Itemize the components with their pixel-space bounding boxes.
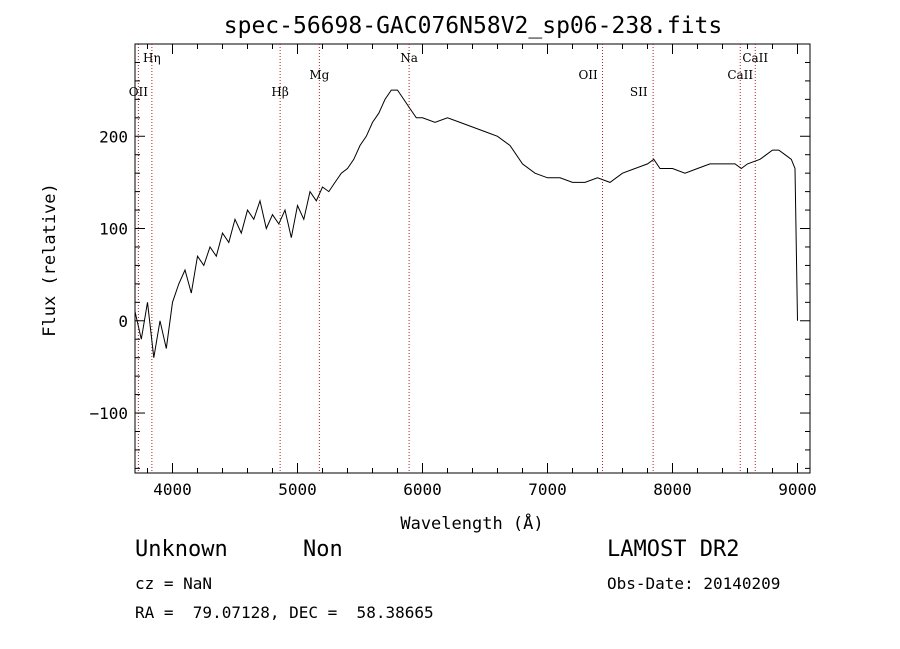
obs-date: Obs-Date: 20140209 <box>607 574 781 593</box>
x-tick-label: 5000 <box>278 480 317 499</box>
y-tick-label: −100 <box>89 404 128 423</box>
y-tick-label: 200 <box>99 127 128 146</box>
y-tick-label: 100 <box>99 220 128 239</box>
line-annotation-label: OII <box>578 68 598 82</box>
line-annotation-label: Hη <box>143 51 161 65</box>
coordinates: RA = 79.07128, DEC = 58.38665 <box>135 603 434 622</box>
spectrum-line <box>134 89 798 358</box>
line-annotation-label: Hβ <box>271 85 288 99</box>
line-annotation-label: SII <box>630 85 648 99</box>
plot-area: 4000 5000 6000 7000 8000 9000 −100 0 100 200 Hη OII… <box>89 43 817 499</box>
y-tick-label: 0 <box>118 312 128 331</box>
object-class: Unknown <box>135 537 228 562</box>
x-axis-label: Wavelength (Å) <box>400 512 543 534</box>
x-tick-label: 9000 <box>778 480 817 499</box>
x-tick-label: 4000 <box>153 480 192 499</box>
plot-frame <box>134 43 811 474</box>
y-axis-label: Flux (relative) <box>40 183 60 337</box>
chart-title: spec-56698-GAC076N58V2_sp06-238.fits <box>224 13 723 39</box>
line-annotation-label: CaII <box>742 51 768 65</box>
x-tick-label: 7000 <box>528 480 567 499</box>
line-annotation-label: OII <box>129 85 149 99</box>
survey-name: LAMOST DR2 <box>607 537 740 562</box>
redshift-readout: cz = NaN <box>135 574 213 593</box>
object-subclass: Non <box>303 537 343 562</box>
line-annotation-label: Mg <box>309 68 329 82</box>
line-annotation-label: CaII <box>727 68 753 82</box>
x-tick-label: 6000 <box>403 480 442 499</box>
line-annotation-label: Na <box>400 51 418 65</box>
x-tick-label: 8000 <box>653 480 692 499</box>
